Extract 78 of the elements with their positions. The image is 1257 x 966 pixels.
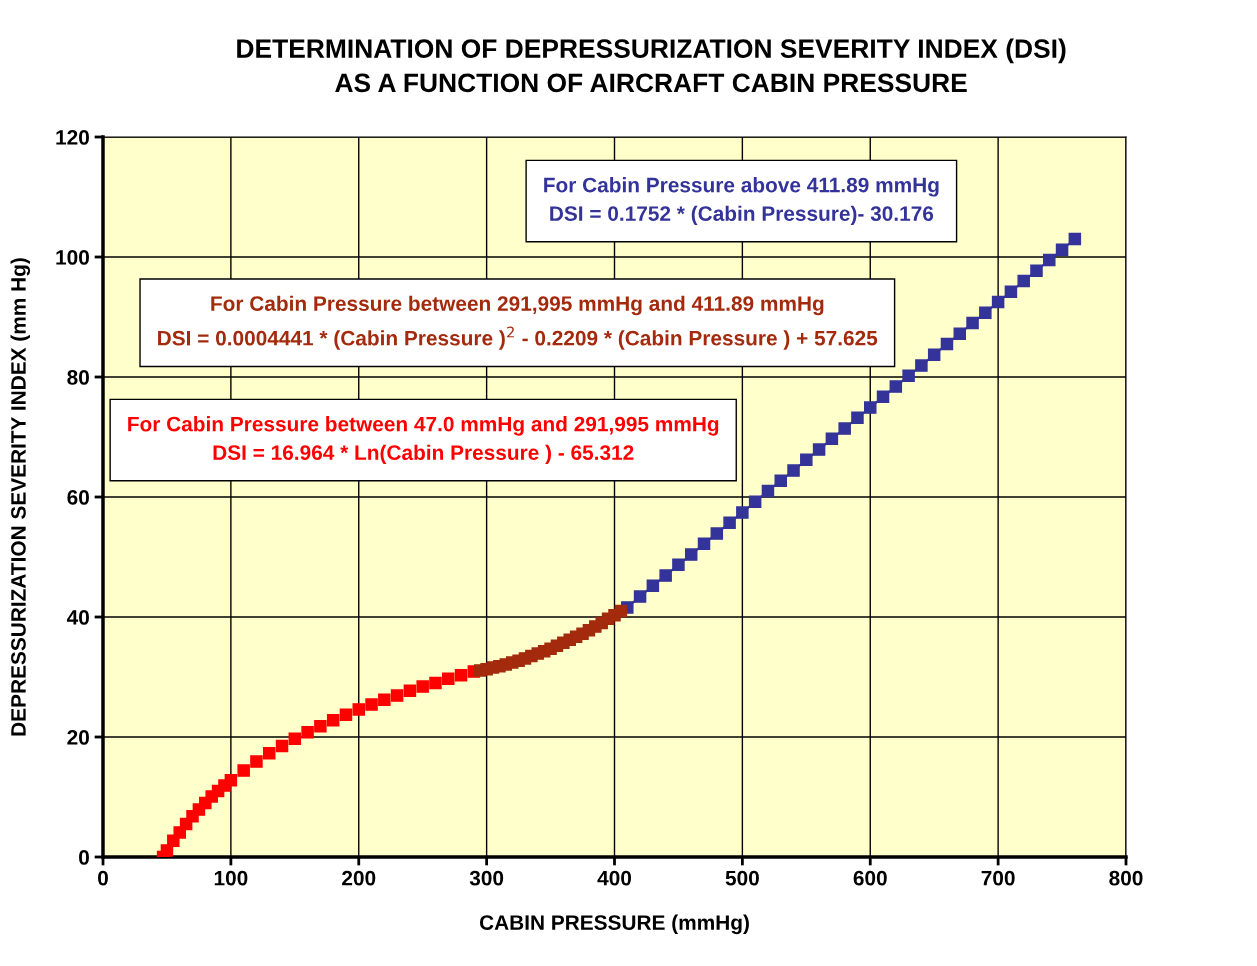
point — [800, 453, 813, 467]
point — [646, 579, 660, 593]
point — [454, 668, 468, 682]
point — [403, 684, 417, 698]
annotation: For Cabin Pressure above 411.89 mmHg DSI = 0.1752 * (Cabin Pressure)- 30.176 — [544, 177, 939, 226]
point — [710, 527, 724, 540]
x-tick-label: 100 — [214, 870, 248, 886]
x-tick-label: 800 — [1109, 870, 1143, 886]
point — [1043, 253, 1056, 267]
point — [442, 672, 455, 686]
point — [1004, 285, 1018, 299]
x-tick-label: 400 — [597, 870, 632, 886]
x-tick-label: 200 — [342, 870, 376, 886]
y-axis-title: DEPRESSURIZATION SEVERITY INDEX (mm Hg) — [10, 258, 31, 736]
point — [825, 432, 839, 446]
y-tick-label: 80 — [67, 370, 89, 385]
point — [889, 380, 903, 393]
point — [416, 680, 429, 693]
point — [953, 327, 967, 341]
point — [774, 474, 787, 488]
point — [301, 725, 314, 739]
point — [339, 708, 353, 722]
point — [1030, 264, 1043, 278]
point — [979, 306, 992, 320]
point — [787, 464, 800, 477]
y-tick-label: 40 — [66, 610, 89, 625]
point — [429, 676, 442, 690]
annotation: For Cabin Pressure between 47.0 mmHg and 291,995 mmHg DSI = 16.964 * Ln(Cabin Pressure ) - 65.312 — [128, 416, 719, 465]
point — [966, 316, 979, 330]
point — [902, 369, 915, 383]
point — [659, 569, 672, 582]
point — [262, 746, 276, 760]
point — [314, 719, 327, 733]
y-tick-label: 100 — [56, 250, 89, 265]
chart-title: DETERMINATION OF DEPRESSURIZATION SEVERITY INDEX (DSI) AS A FUNCTION OF AIRCRAFT CABIN PRESSURE — [237, 38, 1066, 93]
point — [672, 558, 685, 572]
x-tick-label: 500 — [725, 870, 759, 886]
point — [1055, 243, 1069, 257]
point — [160, 844, 174, 857]
point — [390, 689, 404, 702]
point — [915, 359, 928, 372]
point — [863, 401, 877, 414]
x-tick-label: 0 — [98, 870, 108, 886]
point — [812, 443, 826, 456]
point — [288, 732, 302, 746]
point — [851, 411, 864, 425]
point — [614, 604, 628, 618]
y-tick-label: 120 — [56, 130, 89, 145]
point — [940, 337, 954, 351]
point — [352, 703, 366, 716]
point — [838, 422, 851, 435]
point — [748, 495, 762, 509]
point — [275, 739, 289, 753]
point — [876, 390, 890, 404]
point — [684, 548, 698, 561]
y-tick-label: 0 — [79, 850, 89, 865]
point — [761, 484, 775, 498]
y-tick-label: 60 — [67, 490, 89, 505]
point — [250, 755, 263, 768]
point — [237, 764, 250, 777]
x-tick-label: 300 — [469, 870, 504, 886]
point — [633, 590, 647, 603]
point — [736, 506, 749, 519]
point — [723, 516, 736, 530]
x-tick-label: 700 — [981, 870, 1015, 886]
x-axis-title: CABIN PRESSURE (mmHg) — [479, 914, 749, 935]
point — [991, 295, 1005, 309]
y-tick-label: 20 — [67, 730, 89, 745]
annotation: For Cabin Pressure between 291,995 mmHg and 411.89 mmHg DSI = 0.0004441 * (Cabin Pressure )$^{2}$ - 0.2209 * (Cabin Pressure ) + 57.625 — [158, 295, 878, 350]
point — [927, 348, 941, 362]
point — [697, 537, 711, 551]
point — [378, 693, 391, 707]
point — [326, 713, 340, 727]
point — [1068, 232, 1082, 246]
point — [1017, 274, 1030, 288]
x-tick-label: 600 — [853, 870, 887, 886]
point — [224, 773, 238, 787]
point — [365, 698, 378, 711]
